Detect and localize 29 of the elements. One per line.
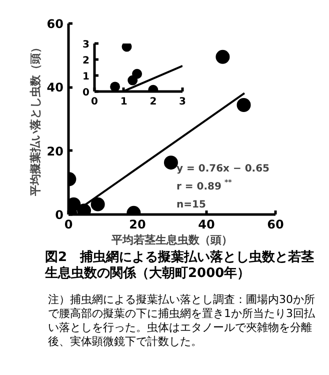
x-axis-title: 平均若茎生息虫数（頭） xyxy=(110,234,232,246)
y-tick-label: 2 xyxy=(82,56,90,66)
x-tick-label: 40 xyxy=(198,218,215,232)
y-tick-label: 1 xyxy=(82,72,90,82)
y-tick-label: 0 xyxy=(55,208,64,222)
y-tick-label: 40 xyxy=(46,80,64,95)
y-tick-label: 0 xyxy=(82,88,90,98)
x-tick-label: 2 xyxy=(150,96,157,108)
point xyxy=(236,98,251,112)
point xyxy=(132,68,142,79)
y-tick-label: 3 xyxy=(82,40,90,50)
x-tick-label: 0 xyxy=(64,218,73,232)
text: 注）捕虫網による擬葉払い落とし調査：圃場内30か所で腰高部の擬葉の下に捕虫網を置き1か所当たり3回払い落としを行った。虫体はエタノールで夾雑物を分離後、実体顕微鏡下で計数した。 xyxy=(48,292,316,350)
point xyxy=(90,197,105,212)
x-tick-label: 60 xyxy=(267,218,284,232)
point xyxy=(110,82,120,92)
point xyxy=(164,156,178,170)
x-tick-label: 1 xyxy=(120,96,128,108)
annotation: n=15 xyxy=(176,200,206,210)
point xyxy=(122,44,132,52)
y-tick-label: 20 xyxy=(46,144,64,158)
point xyxy=(216,50,230,64)
x-tick-label: 3 xyxy=(179,96,186,108)
annotation: y = 0.76x − 0.65 xyxy=(176,164,270,174)
x-tick-label: 20 xyxy=(129,218,146,232)
x-tick-label: 0 xyxy=(91,96,98,108)
text: 図2 捕虫網による擬葉払い落とし虫数と若茎生息虫数の関係（大朝町2000年） xyxy=(45,250,316,282)
y-axis-title: 平均擬葉払い落とし虫数（頭） xyxy=(28,42,42,197)
y-tick-label: 60 xyxy=(46,17,64,31)
